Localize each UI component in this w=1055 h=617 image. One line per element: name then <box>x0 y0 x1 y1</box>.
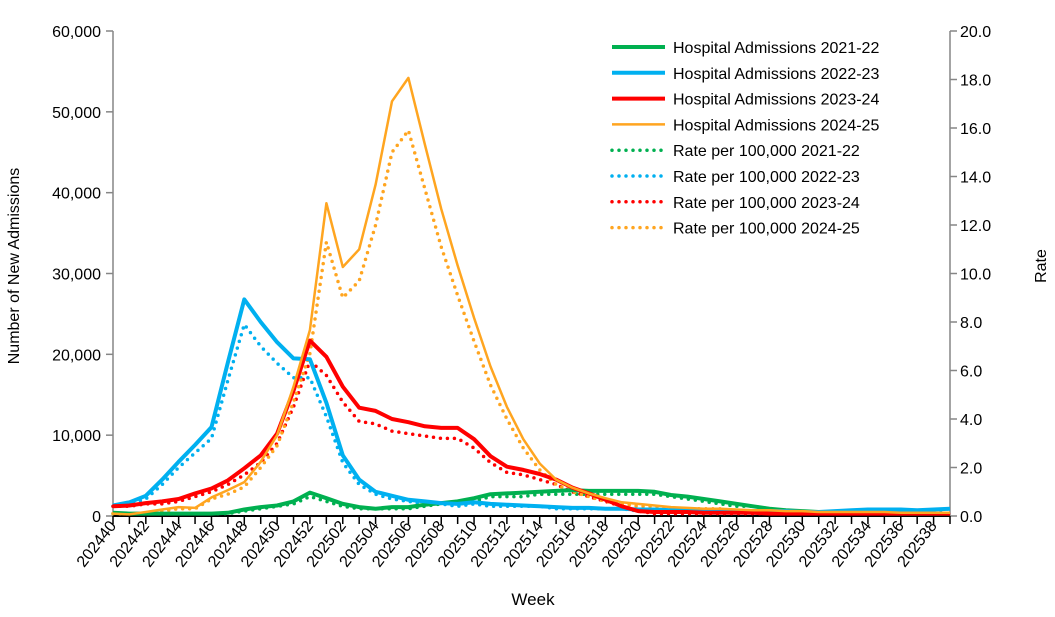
y-tick-label: 0 <box>92 509 101 526</box>
legend-label: Hospital Admissions 2023-24 <box>673 92 879 109</box>
series-lines <box>111 76 952 516</box>
y-tick-label: 20,000 <box>52 347 101 364</box>
y-tick-label: 60,000 <box>52 24 101 41</box>
y-tick-label: 30,000 <box>52 267 101 284</box>
legend-label: Rate per 100,000 2023-24 <box>673 195 860 212</box>
y2-tick-label: 8.0 <box>960 315 982 332</box>
y2-tick-label: 14.0 <box>960 170 991 187</box>
series-line-hospital-admissions-2024-25 <box>112 76 950 516</box>
legend-label: Hospital Admissions 2021-22 <box>673 40 879 57</box>
y2-axis-title: Rate <box>1033 249 1050 283</box>
legend-label: Rate per 100,000 2024-25 <box>673 221 860 238</box>
legend-label: Hospital Admissions 2024-25 <box>673 117 879 134</box>
y-tick-label: 50,000 <box>52 105 101 122</box>
y2-tick-label: 10.0 <box>960 267 991 284</box>
y2-tick-label: 12.0 <box>960 218 991 235</box>
x-axis-title: Week <box>511 590 555 609</box>
legend-label: Rate per 100,000 2021-22 <box>673 143 860 160</box>
y-tick-label: 40,000 <box>52 186 101 203</box>
legend-label: Hospital Admissions 2022-23 <box>673 66 879 83</box>
series-line-rate-per-100-000-2023-24 <box>111 359 952 516</box>
y-axis-title: Number of New Admissions <box>6 168 23 365</box>
y2-tick-label: 16.0 <box>960 121 991 138</box>
y2-tick-label: 18.0 <box>960 73 991 90</box>
legend-label: Rate per 100,000 2022-23 <box>673 169 860 186</box>
series-line-hospital-admissions-2023-24 <box>112 338 950 516</box>
y2-tick-label: 6.0 <box>960 364 982 381</box>
legend: Hospital Admissions 2021-22 Hospital Admi… <box>610 40 879 238</box>
y-tick-label: 10,000 <box>52 428 101 445</box>
y2-tick-label: 4.0 <box>960 412 982 429</box>
y2-tick-label: 20.0 <box>960 24 991 41</box>
y2-tick-label: 2.0 <box>960 461 982 478</box>
y2-tick-label: 0.0 <box>960 509 982 526</box>
series-line-hospital-admissions-2022-23 <box>112 297 951 514</box>
